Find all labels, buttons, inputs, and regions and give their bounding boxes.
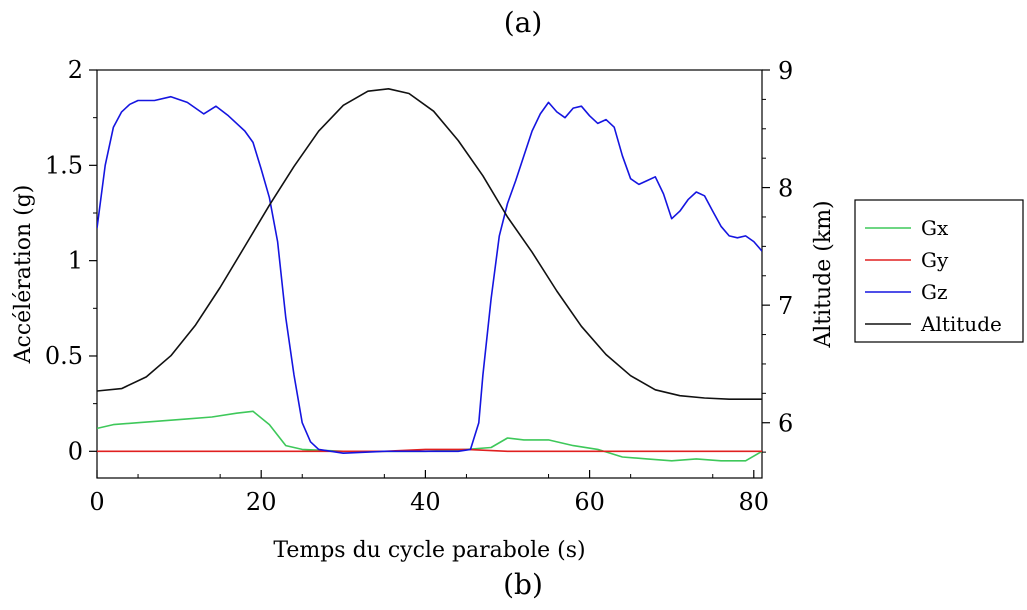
x-tick-label: 80 <box>739 488 770 516</box>
series-line-gz <box>97 95 762 455</box>
x-tick-label: 60 <box>574 488 605 516</box>
figure-caption-bottom: (b) <box>503 568 543 601</box>
legend-label-gz: Gz <box>921 280 948 304</box>
y-left-tick-label: 0.5 <box>45 342 83 370</box>
y-right-tick-label: 6 <box>778 410 793 438</box>
axes-layer: 0 20 40 60 80 0 0.5 1 1.5 2 6 7 8 9 <box>45 56 793 516</box>
y-left-tick-label: 2 <box>68 56 83 84</box>
x-tick-label: 40 <box>410 488 441 516</box>
x-tick-label: 0 <box>89 488 104 516</box>
series-layer <box>97 88 762 462</box>
y-left-tick-label: 1.5 <box>45 151 83 179</box>
legend-label-altitude: Altitude <box>920 312 1002 336</box>
plot-area-border <box>96 69 763 479</box>
x-tick-label: 20 <box>246 488 277 516</box>
x-axis-label: Temps du cycle parabole (s) <box>273 538 585 563</box>
y-right-tick-label: 8 <box>778 175 793 203</box>
legend-label-gx: Gx <box>921 216 949 240</box>
series-line-gy <box>97 448 762 453</box>
y-right-tick-label: 7 <box>778 292 793 320</box>
series-line-altitude <box>97 88 762 401</box>
y-axis-right-label: Altitude (km) <box>811 200 836 348</box>
legend-label-gy: Gy <box>921 248 949 272</box>
plot-frame <box>96 69 763 479</box>
series-line-gx <box>97 410 762 462</box>
figure-caption-top: (a) <box>503 6 543 39</box>
legend-box <box>854 199 1024 343</box>
legend: Gx Gy Gz Altitude <box>854 199 1024 343</box>
y-axis-left-label: Accélération (g) <box>11 185 36 365</box>
y-left-tick-label: 1 <box>68 247 83 275</box>
y-left-tick-label: 0 <box>68 437 83 465</box>
y-right-tick-label: 9 <box>778 57 793 85</box>
